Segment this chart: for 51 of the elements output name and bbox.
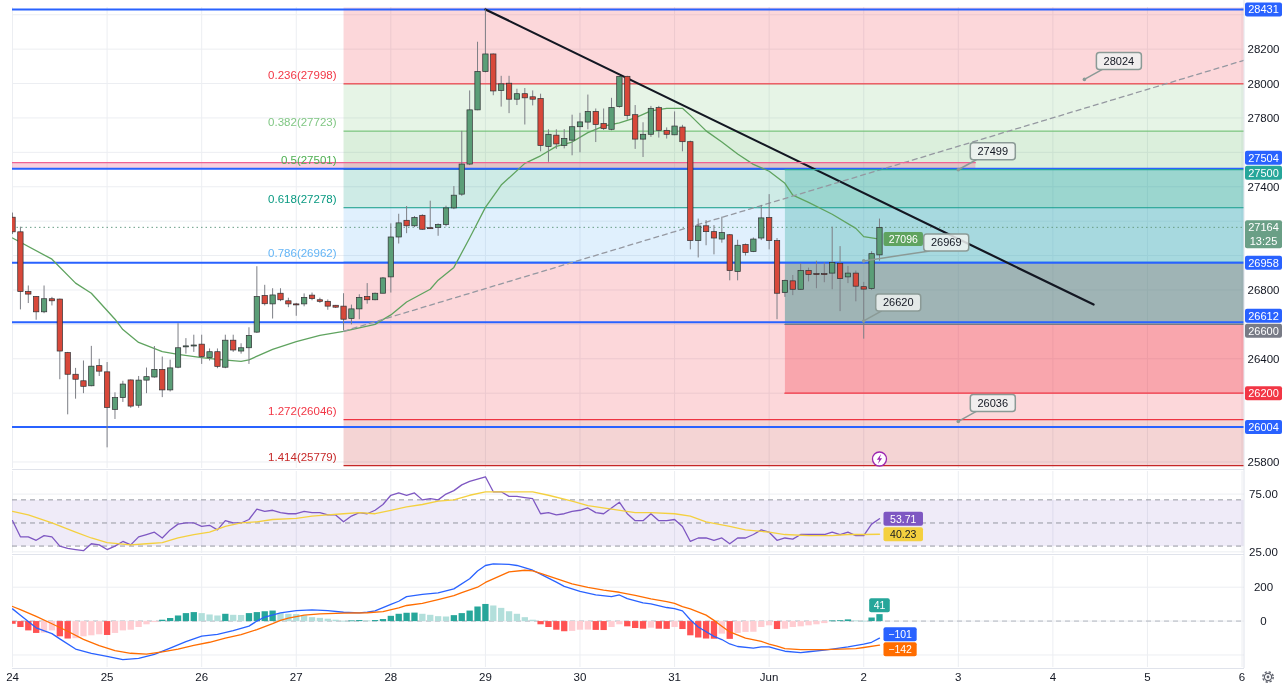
data-label: 53.71	[890, 512, 917, 525]
x-tick-label: 28	[384, 671, 398, 683]
y-tick-label: 25800	[1247, 455, 1280, 468]
x-tick-label: 6	[1238, 671, 1246, 683]
annotation: 26969	[930, 236, 962, 249]
x-tick-label: 31	[668, 671, 681, 683]
ref-line-label: 27504	[1248, 151, 1279, 164]
x-tick-label: 26	[195, 671, 209, 683]
band-label: 0.618(27278)	[268, 192, 337, 205]
data-label: 27500	[1248, 166, 1279, 179]
band-label: 0.236(27998)	[268, 68, 337, 81]
y-tick-label: 27800	[1247, 111, 1280, 124]
y-tick-label: 28200	[1247, 43, 1280, 56]
x-tick-label: 5	[1144, 671, 1151, 683]
y-tick-label: 75.00	[1249, 488, 1278, 501]
y-tick-label: 200	[1253, 581, 1274, 594]
annotation: 26620	[882, 296, 914, 309]
x-tick-label: 25	[100, 671, 114, 683]
band-label: 1.272(26046)	[268, 404, 337, 417]
x-tick-label: 29	[479, 671, 492, 683]
data-label: −142	[888, 643, 913, 656]
y-tick-label: 0	[1260, 615, 1267, 628]
data-label: 26200	[1248, 387, 1279, 400]
annotation: 27499	[977, 145, 1009, 158]
band-label: 1.414(25779)	[268, 450, 337, 463]
y-tick-label: 26400	[1247, 352, 1280, 365]
annotation: 26036	[977, 396, 1009, 409]
data-label: −101	[888, 628, 913, 641]
ref-line-label: 27164 13:25	[1248, 221, 1279, 248]
annotation: 28024	[1103, 54, 1135, 67]
x-tick-label: 2	[860, 671, 867, 683]
band-label: 0.382(27723)	[268, 116, 337, 129]
x-tick-label: 4	[1049, 671, 1057, 683]
data-label: 26600	[1248, 324, 1279, 337]
data-label: 40.23	[890, 528, 917, 541]
data-label: 41	[873, 599, 886, 612]
ref-line-label: 26612	[1248, 309, 1279, 322]
x-tick-label: Jun	[759, 671, 779, 683]
y-tick-label: 27400	[1247, 180, 1280, 193]
band-label: 0.786(26962)	[268, 247, 337, 260]
x-tick-label: 27	[289, 671, 303, 683]
y-tick-label: 28000	[1247, 77, 1280, 90]
x-tick-label: 30	[573, 671, 587, 683]
x-tick-label: 3	[955, 671, 962, 683]
ref-line-label: 28431	[1248, 3, 1279, 16]
ref-line-label: 26958	[1248, 256, 1279, 269]
x-tick-label: 24	[6, 671, 20, 683]
data-label: 27096	[888, 233, 918, 246]
y-tick-label: 25.00	[1249, 545, 1278, 558]
y-tick-label: 26800	[1247, 283, 1280, 296]
ref-line-label: 26004	[1248, 420, 1279, 433]
